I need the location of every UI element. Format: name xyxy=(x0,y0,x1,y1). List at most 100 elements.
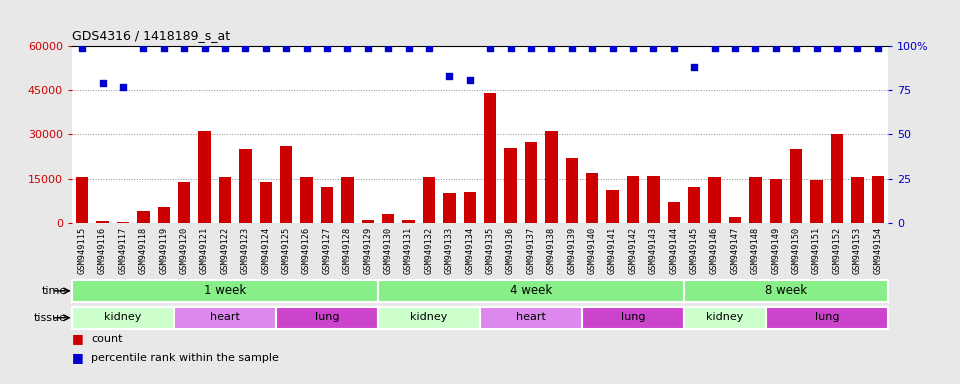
Point xyxy=(177,45,192,51)
Bar xyxy=(852,177,864,223)
Point xyxy=(299,45,314,51)
Bar xyxy=(750,177,761,223)
Text: kidney: kidney xyxy=(105,312,142,322)
Text: 1 week: 1 week xyxy=(204,284,246,297)
Bar xyxy=(199,131,211,223)
Bar xyxy=(729,217,741,223)
Bar xyxy=(684,280,888,302)
Text: ■: ■ xyxy=(72,332,84,345)
Text: GSM949149: GSM949149 xyxy=(771,227,780,274)
Point xyxy=(748,45,763,51)
Text: GSM949147: GSM949147 xyxy=(731,227,739,274)
Text: GSM949126: GSM949126 xyxy=(302,227,311,274)
Bar xyxy=(810,180,823,223)
Bar xyxy=(647,175,660,223)
Point xyxy=(95,80,110,86)
Text: GSM949120: GSM949120 xyxy=(180,227,189,274)
Text: GSM949152: GSM949152 xyxy=(832,227,842,274)
Point xyxy=(809,45,825,51)
Point xyxy=(666,45,682,51)
Bar xyxy=(378,280,684,302)
Bar xyxy=(565,158,578,223)
Text: GSM949123: GSM949123 xyxy=(241,227,250,274)
Bar xyxy=(137,211,150,223)
Text: GSM949119: GSM949119 xyxy=(159,227,168,274)
Bar xyxy=(667,202,680,223)
Bar xyxy=(422,177,435,223)
Text: GSM949130: GSM949130 xyxy=(384,227,393,274)
Point xyxy=(320,45,335,51)
Point xyxy=(258,45,274,51)
Bar xyxy=(464,192,476,223)
Bar xyxy=(444,193,455,223)
Text: GSM949132: GSM949132 xyxy=(424,227,434,274)
Point xyxy=(523,45,539,51)
Text: GSM949138: GSM949138 xyxy=(547,227,556,274)
Text: time: time xyxy=(42,286,67,296)
Point xyxy=(564,45,580,51)
Bar xyxy=(484,93,496,223)
Bar xyxy=(276,306,378,329)
Text: GDS4316 / 1418189_s_at: GDS4316 / 1418189_s_at xyxy=(72,29,230,42)
Point xyxy=(135,45,151,51)
Point xyxy=(421,45,437,51)
Bar xyxy=(342,177,353,223)
Point xyxy=(340,45,355,51)
Point xyxy=(543,45,559,51)
Point xyxy=(360,45,375,51)
Point xyxy=(462,76,477,83)
Text: GSM949131: GSM949131 xyxy=(404,227,413,274)
Text: GSM949137: GSM949137 xyxy=(526,227,536,274)
Text: GSM949143: GSM949143 xyxy=(649,227,658,274)
Point xyxy=(75,45,90,51)
Text: GSM949154: GSM949154 xyxy=(874,227,882,274)
Point xyxy=(156,45,172,51)
Point xyxy=(442,73,457,79)
Point xyxy=(728,45,743,51)
Point xyxy=(829,45,845,51)
Bar xyxy=(402,220,415,223)
Bar xyxy=(72,306,174,329)
Point xyxy=(707,45,722,51)
Bar xyxy=(790,149,803,223)
Bar xyxy=(607,190,619,223)
Text: GSM949146: GSM949146 xyxy=(710,227,719,274)
Bar xyxy=(830,134,843,223)
Text: GSM949124: GSM949124 xyxy=(261,227,271,274)
Point xyxy=(115,84,131,90)
Text: lung: lung xyxy=(621,312,645,322)
Bar xyxy=(280,146,292,223)
Bar xyxy=(684,306,766,329)
Text: GSM949153: GSM949153 xyxy=(852,227,862,274)
Text: GSM949135: GSM949135 xyxy=(486,227,494,274)
Text: kidney: kidney xyxy=(410,312,447,322)
Text: GSM949125: GSM949125 xyxy=(281,227,291,274)
Text: GSM949127: GSM949127 xyxy=(323,227,331,274)
Point xyxy=(278,45,294,51)
Text: GSM949148: GSM949148 xyxy=(751,227,760,274)
Bar xyxy=(378,306,480,329)
Text: GSM949128: GSM949128 xyxy=(343,227,352,274)
Text: ■: ■ xyxy=(72,351,84,364)
Text: lung: lung xyxy=(315,312,339,322)
Bar xyxy=(321,187,333,223)
Text: count: count xyxy=(91,334,123,344)
Bar xyxy=(627,175,639,223)
Bar xyxy=(239,149,252,223)
Bar xyxy=(219,177,231,223)
Point xyxy=(503,45,518,51)
Text: GSM949134: GSM949134 xyxy=(466,227,474,274)
Bar xyxy=(259,182,272,223)
Text: GSM949115: GSM949115 xyxy=(78,227,86,274)
Point xyxy=(768,45,783,51)
Text: kidney: kidney xyxy=(707,312,743,322)
Bar xyxy=(688,187,701,223)
Text: tissue: tissue xyxy=(35,313,67,323)
Text: 4 week: 4 week xyxy=(510,284,552,297)
Point xyxy=(585,45,600,51)
Text: GSM949118: GSM949118 xyxy=(139,227,148,274)
Point xyxy=(646,45,661,51)
Bar xyxy=(505,147,516,223)
Point xyxy=(380,45,396,51)
Text: lung: lung xyxy=(814,312,839,322)
